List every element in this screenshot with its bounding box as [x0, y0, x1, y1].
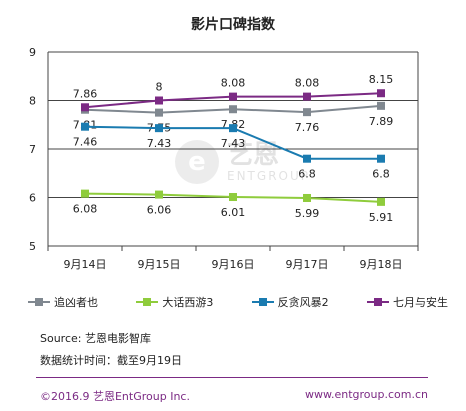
legend-marker — [258, 298, 267, 306]
data-label: 7.46 — [73, 136, 98, 149]
data-point — [377, 101, 385, 110]
legend-item: 反贪风暴2 — [251, 294, 329, 310]
y-tick-label: 5 — [29, 240, 36, 253]
legend-item: 七月与安生 — [366, 294, 448, 310]
legend-swatch — [366, 297, 389, 307]
data-point — [155, 108, 163, 117]
x-tick-label: 9月18日 — [360, 258, 403, 271]
data-point — [229, 92, 237, 101]
x-tick-label: 9月15日 — [138, 258, 181, 271]
data-point — [229, 124, 237, 133]
data-point — [229, 105, 237, 114]
copyright: ©2016.9 艺恩EntGroup Inc. — [40, 390, 190, 403]
data-label: 8.15 — [369, 73, 394, 86]
data-label: 6.06 — [147, 204, 172, 217]
data-label: 6.01 — [221, 206, 246, 219]
legend-marker — [143, 298, 152, 306]
watermark-logo-icon: e — [175, 140, 219, 184]
data-label: 8 — [156, 81, 163, 94]
data-label: 5.99 — [295, 207, 320, 220]
data-label: 7.43 — [147, 137, 172, 150]
x-tick-label: 9月16日 — [212, 258, 255, 271]
legend-swatch — [251, 297, 274, 307]
data-label: 7.43 — [221, 137, 246, 150]
legend-swatch — [136, 297, 159, 307]
watermark: e 艺恩 ENTGROUP — [175, 140, 310, 184]
legend-marker — [35, 298, 43, 306]
y-tick-label: 8 — [29, 95, 36, 108]
data-point — [155, 96, 163, 105]
chart-title: 影片口碑指数 — [191, 17, 275, 33]
watermark-text: 艺恩 ENTGROUP — [227, 141, 310, 183]
legend-marker — [373, 298, 382, 306]
data-point — [377, 197, 385, 206]
data-point — [229, 193, 237, 202]
data-label: 7.76 — [295, 121, 320, 134]
stat-time-note: 数据统计时间：截至9月19日 — [40, 354, 182, 367]
website: www.entgroup.com.cn — [305, 388, 428, 401]
data-label: 7.89 — [369, 115, 394, 128]
data-label: 6.08 — [73, 203, 98, 216]
legend-label: 大话西游3 — [162, 296, 214, 309]
legend-swatch — [28, 297, 50, 307]
y-tick-label: 7 — [29, 143, 36, 156]
legend-label: 追凶者也 — [54, 296, 98, 309]
data-label: 5.91 — [369, 211, 394, 224]
data-label: 6.8 — [372, 168, 390, 181]
data-point — [81, 122, 89, 131]
data-point — [155, 190, 163, 199]
watermark-cn: 艺恩 — [227, 140, 280, 170]
legend-item: 大话西游3 — [136, 294, 213, 310]
data-point — [303, 108, 311, 117]
data-point — [155, 124, 163, 133]
legend-label: 反贪风暴2 — [277, 296, 329, 309]
y-tick-label: 6 — [29, 192, 36, 205]
watermark-en: ENTGROUP — [227, 169, 310, 183]
x-tick-label: 9月17日 — [286, 258, 329, 271]
data-point — [81, 189, 89, 198]
data-point — [303, 193, 311, 202]
data-point — [303, 154, 311, 163]
legend-item: 追凶者也 — [28, 294, 98, 310]
source-note: Source: 艺恩电影智库 — [40, 332, 151, 345]
data-point — [377, 89, 385, 98]
data-label: 6.8 — [298, 168, 316, 181]
chart-legend: 追凶者也 大话西游3 反贪风暴2 七月与安生 — [28, 292, 448, 312]
footer-divider — [36, 377, 428, 378]
y-tick-label: 9 — [29, 46, 36, 59]
legend-label: 七月与安生 — [392, 296, 448, 309]
x-tick-label: 9月14日 — [64, 258, 107, 271]
data-label: 8.08 — [295, 77, 320, 90]
data-point — [377, 154, 385, 163]
data-label: 8.08 — [221, 77, 246, 90]
data-point — [81, 103, 89, 112]
data-point — [303, 92, 311, 101]
data-label: 7.86 — [73, 87, 98, 100]
